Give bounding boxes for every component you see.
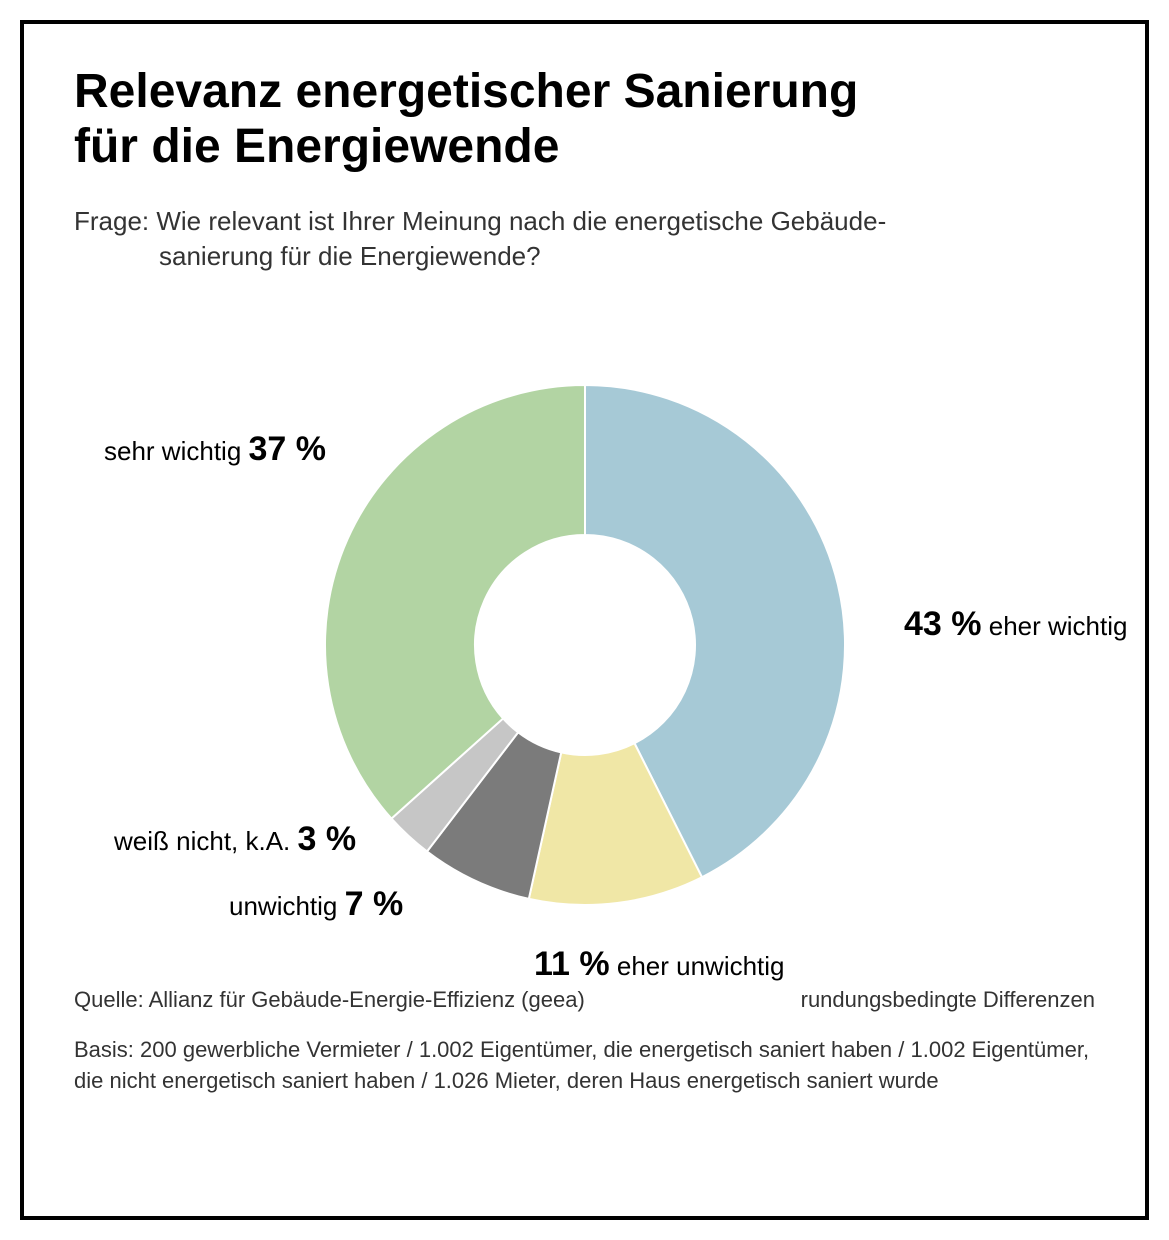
rounding-note: rundungsbedingte Differenzen — [801, 985, 1095, 1016]
question-text: Frage: Wie relevant ist Ihrer Meinung na… — [74, 204, 1095, 274]
slice-label: sehr wichtig 37 % — [104, 430, 326, 469]
question-line-2: sanierung für die Energiewende? — [74, 239, 541, 274]
donut-chart-area: 43 % eher wichtig11 % eher unwichtigunwi… — [74, 305, 1095, 985]
source-text: Quelle: Allianz für Gebäude-Energie-Effi… — [74, 985, 585, 1016]
donut-chart-svg — [305, 365, 865, 925]
title-line-2: für die Energiewende — [74, 120, 559, 173]
chart-container: Relevanz energetischer Sanierung für die… — [20, 20, 1149, 1220]
slice-label: weiß nicht, k.A. 3 % — [114, 820, 356, 859]
question-line-1: Frage: Wie relevant ist Ihrer Meinung na… — [74, 206, 886, 236]
basis-text: Basis: 200 gewerbliche Vermieter / 1.002… — [74, 1035, 1095, 1097]
title-line-1: Relevanz energetischer Sanierung — [74, 65, 858, 118]
slice-label: unwichtig 7 % — [229, 885, 403, 924]
chart-title: Relevanz energetischer Sanierung für die… — [74, 64, 1095, 174]
slice-label: 11 % eher unwichtig — [534, 945, 785, 984]
chart-footer: Quelle: Allianz für Gebäude-Energie-Effi… — [74, 985, 1095, 1097]
slice-label: 43 % eher wichtig — [904, 605, 1127, 644]
